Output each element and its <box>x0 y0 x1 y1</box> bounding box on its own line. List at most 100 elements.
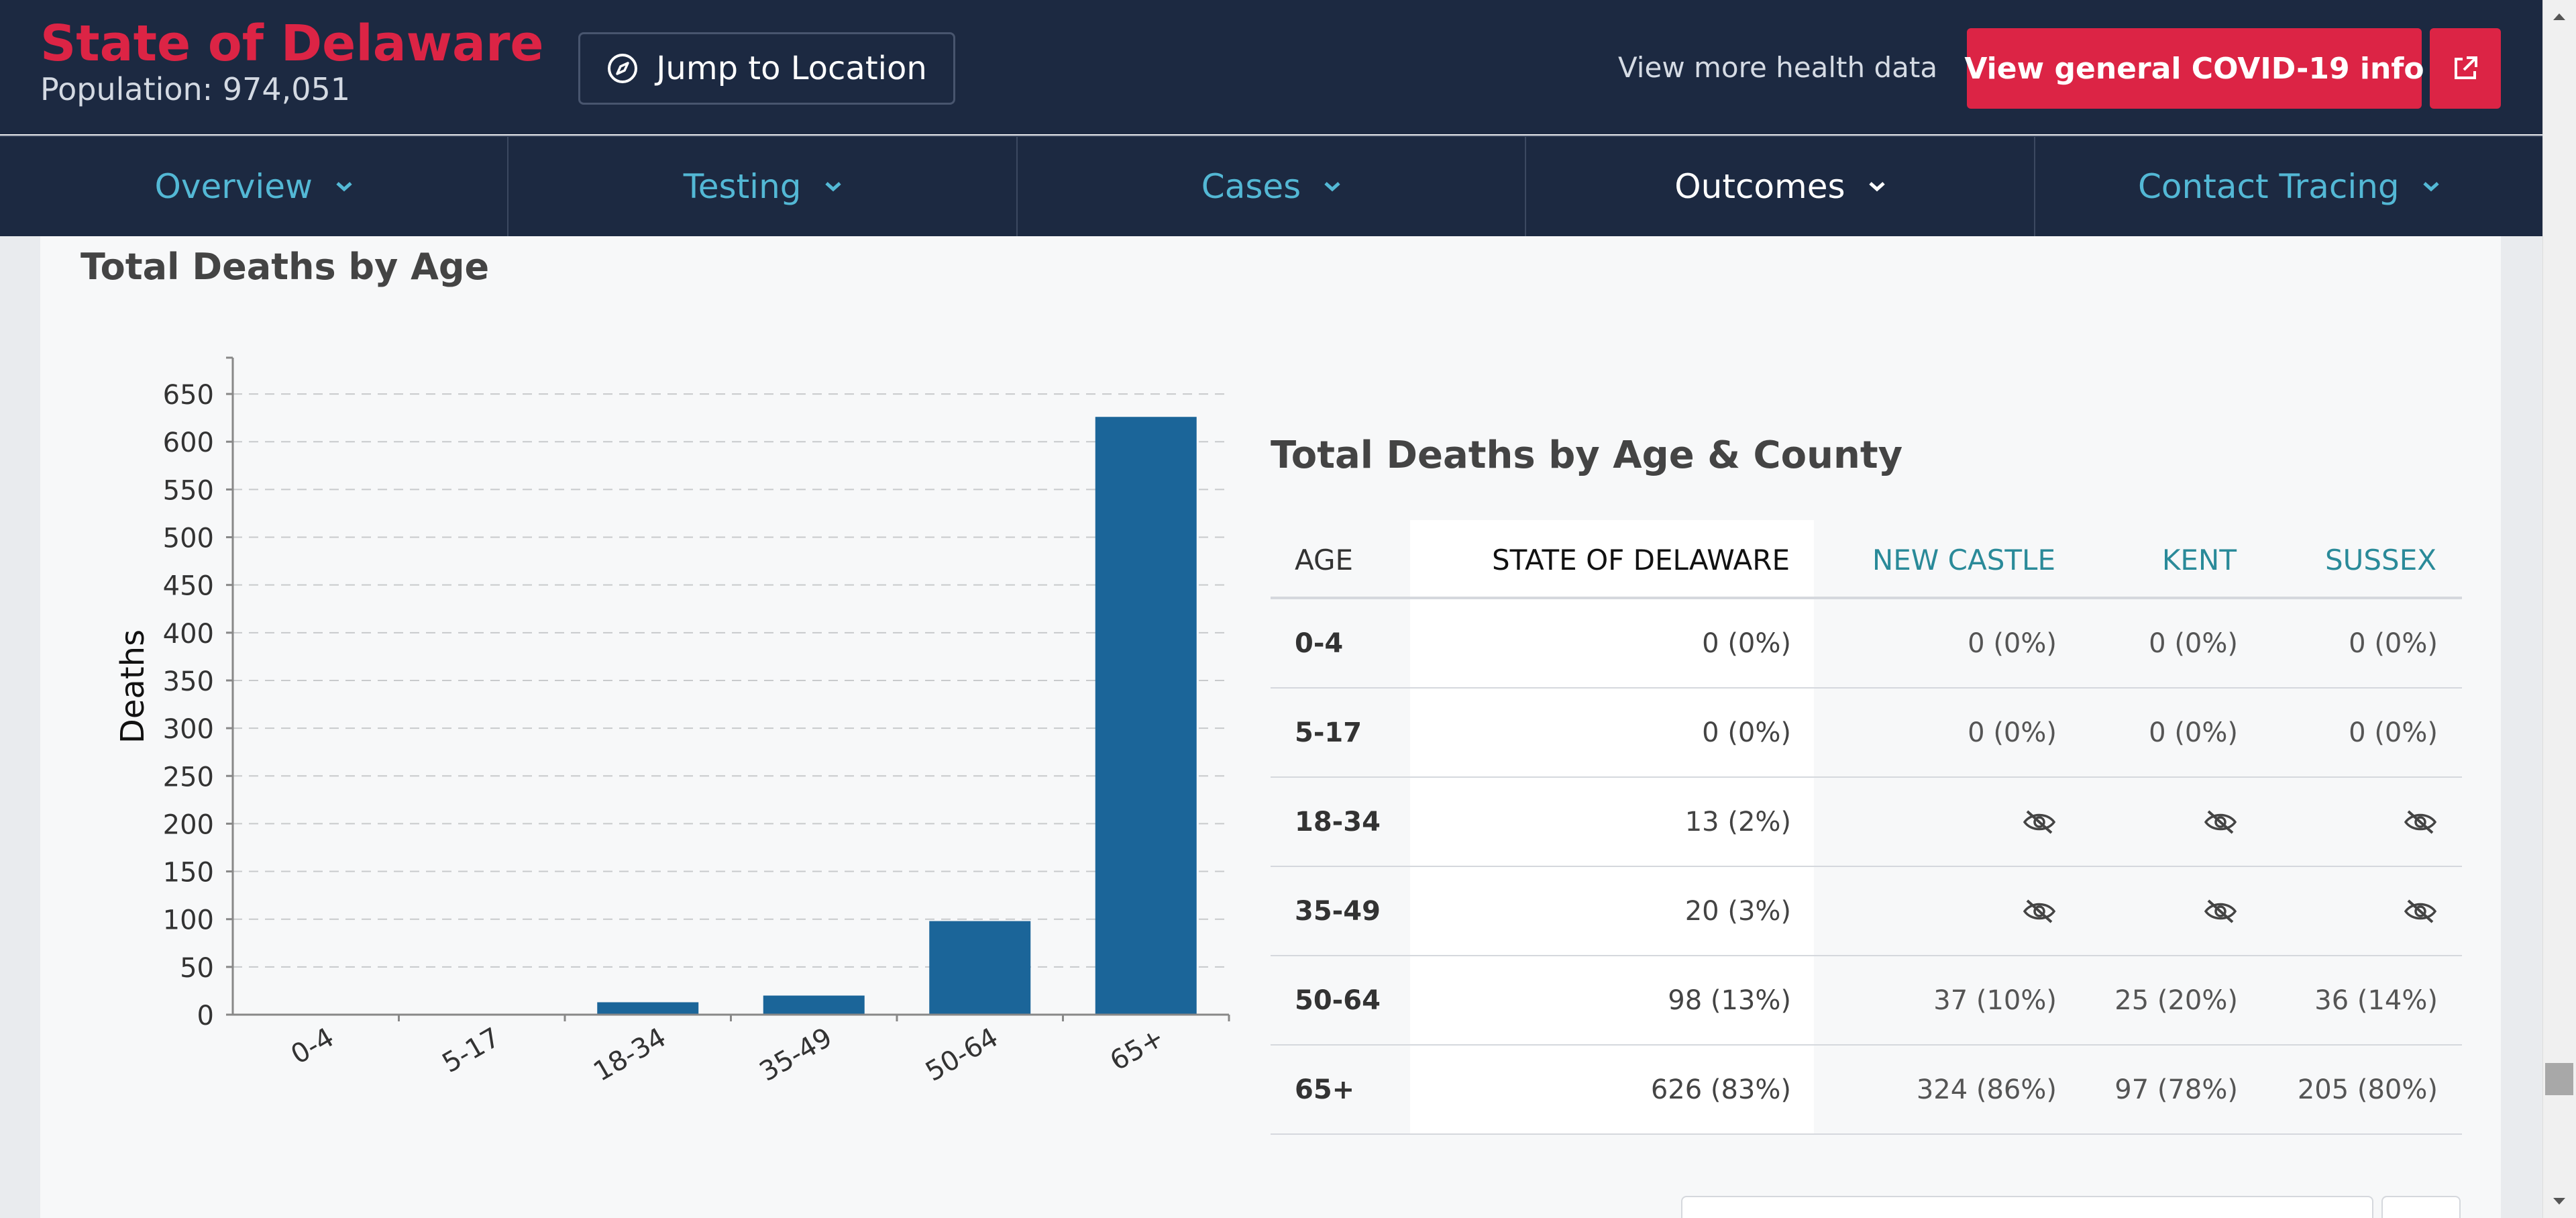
y-tick-label: 150 <box>163 858 214 889</box>
suppressed-value-cell <box>2203 867 2238 955</box>
kent-cell: 25 (20%) <box>2114 984 2238 1016</box>
nav-item-label: Testing <box>683 167 802 206</box>
suppressed-value-cell <box>2022 778 2057 866</box>
chevron-down-icon <box>824 182 841 192</box>
population-text: Population: 974,051 <box>40 71 351 107</box>
nav-item-outcomes[interactable]: Outcomes <box>1526 137 2035 236</box>
section-nav: Overview Testing Cases Outcomes Contact … <box>0 136 2542 236</box>
jump-to-location-button[interactable]: Jump to Location <box>578 32 955 105</box>
state-cell: 13 (2%) <box>1684 806 1791 838</box>
table-header-divider <box>1271 597 2462 599</box>
y-tick-label: 200 <box>163 809 214 840</box>
nav-item-cases[interactable]: Cases <box>1018 137 1527 236</box>
kent-cell: 0 (0%) <box>2149 627 2238 659</box>
bar-18-34[interactable] <box>597 1002 699 1015</box>
y-tick-label: 650 <box>163 380 214 411</box>
external-link-button[interactable] <box>2430 28 2501 109</box>
chevron-down-icon <box>1324 182 1340 192</box>
age-cell: 5-17 <box>1295 717 1362 748</box>
table-header-new-castle[interactable]: NEW CASTLE <box>1872 544 2055 576</box>
age-cell: 0-4 <box>1295 627 1344 659</box>
table-row: 50-64 98 (13%) 37 (10%) 25 (20%) 36 (14%) <box>1271 956 2462 1046</box>
y-tick-label: 50 <box>180 953 214 984</box>
table-row: 5-17 0 (0%) 0 (0%) 0 (0%) 0 (0%) <box>1271 689 2462 778</box>
new-castle-cell: 0 (0%) <box>1968 717 2057 748</box>
table-header-sussex[interactable]: SUSSEX <box>2324 544 2436 576</box>
scrollbar-track[interactable] <box>2542 0 2576 1218</box>
nav-item-contact-tracing[interactable]: Contact Tracing <box>2035 137 2542 236</box>
suppressed-value-cell <box>2403 778 2438 866</box>
age-cell: 35-49 <box>1295 895 1381 927</box>
table-header-state: STATE OF DELAWARE <box>1492 544 1790 576</box>
new-castle-cell: 324 (86%) <box>1916 1074 2057 1105</box>
y-tick-label: 500 <box>163 523 214 554</box>
state-cell: 98 (13%) <box>1668 984 1791 1016</box>
state-title: State of Delaware <box>40 15 544 72</box>
x-tick-label: 35-49 <box>755 1022 838 1088</box>
age-cell: 50-64 <box>1295 984 1381 1016</box>
state-cell: 0 (0%) <box>1702 717 1791 748</box>
new-castle-cell: 37 (10%) <box>1933 984 2057 1016</box>
compass-icon <box>608 54 638 83</box>
scrollbar-thumb[interactable] <box>2545 1063 2573 1095</box>
deaths-by-age-chart: 050100150200250300350400450500550600650 … <box>114 356 1230 1088</box>
y-tick-label: 350 <box>163 666 214 697</box>
eye-slash-icon <box>2204 899 2237 923</box>
state-cell: 20 (3%) <box>1684 895 1791 927</box>
table-title: Total Deaths by Age & County <box>1271 434 1903 477</box>
nav-item-label: Outcomes <box>1674 167 1845 206</box>
chevron-down-icon <box>1868 182 1885 192</box>
eye-slash-icon <box>2023 810 2056 833</box>
jump-to-location-label: Jump to Location <box>656 50 927 87</box>
nav-item-label: Cases <box>1201 167 1301 206</box>
y-tick-label: 100 <box>163 905 214 936</box>
kent-cell: 97 (78%) <box>2114 1074 2238 1105</box>
nav-item-label: Overview <box>154 167 313 206</box>
bar-35-49[interactable] <box>763 995 865 1015</box>
scroll-up-arrow-icon[interactable] <box>2549 7 2569 27</box>
eye-slash-icon <box>2023 899 2056 923</box>
age-cell: 18-34 <box>1295 806 1381 838</box>
chevron-down-icon <box>336 182 352 192</box>
y-tick-label: 300 <box>163 714 214 745</box>
table-row: 35-49 20 (3%) <box>1271 867 2462 956</box>
sussex-cell: 0 (0%) <box>2349 627 2438 659</box>
bar-65+[interactable] <box>1095 417 1197 1015</box>
covid-info-button[interactable]: View general COVID-19 info <box>1964 28 2424 109</box>
state-column-highlight <box>1410 520 1814 1134</box>
table-row: 18-34 13 (2%) <box>1271 778 2462 867</box>
chart-title: Total Deaths by Age <box>80 246 490 288</box>
y-axis-label: Deaths <box>114 629 152 744</box>
y-tick-label: 250 <box>163 762 214 793</box>
nav-item-testing[interactable]: Testing <box>508 137 1018 236</box>
content-card <box>40 236 2501 1218</box>
bottom-panel-small <box>2381 1196 2461 1218</box>
sussex-cell: 36 (14%) <box>2314 984 2438 1016</box>
x-tick-label: 5-17 <box>437 1022 506 1079</box>
scroll-down-arrow-icon[interactable] <box>2549 1191 2569 1211</box>
eye-slash-icon <box>2404 810 2437 833</box>
x-tick-label: 50-64 <box>920 1022 1004 1088</box>
table-header-age: AGE <box>1295 544 1354 576</box>
y-tick-label: 0 <box>197 1001 214 1031</box>
eye-slash-icon <box>2404 899 2437 923</box>
y-tick-label: 550 <box>163 475 214 506</box>
suppressed-value-cell <box>2403 867 2438 955</box>
suppressed-value-cell <box>2022 867 2057 955</box>
new-castle-cell: 0 (0%) <box>1968 627 2057 659</box>
nav-item-overview[interactable]: Overview <box>0 137 509 236</box>
nav-item-label: Contact Tracing <box>2138 167 2400 206</box>
x-tick-label: 65+ <box>1105 1022 1169 1077</box>
y-tick-label: 450 <box>163 571 214 602</box>
table-row: 65+ 626 (83%) 324 (86%) 97 (78%) 205 (80%) <box>1271 1046 2462 1135</box>
y-tick-label: 400 <box>163 619 214 650</box>
y-tick-label: 600 <box>163 427 214 458</box>
more-health-data-link[interactable]: View more health data <box>1618 51 1938 84</box>
table-header-kent[interactable]: KENT <box>2161 544 2237 576</box>
kent-cell: 0 (0%) <box>2149 717 2238 748</box>
x-tick-label: 18-34 <box>588 1022 672 1088</box>
state-cell: 0 (0%) <box>1702 627 1791 659</box>
chevron-down-icon <box>2422 182 2439 192</box>
bar-50-64[interactable] <box>929 921 1031 1015</box>
state-cell: 626 (83%) <box>1650 1074 1791 1105</box>
